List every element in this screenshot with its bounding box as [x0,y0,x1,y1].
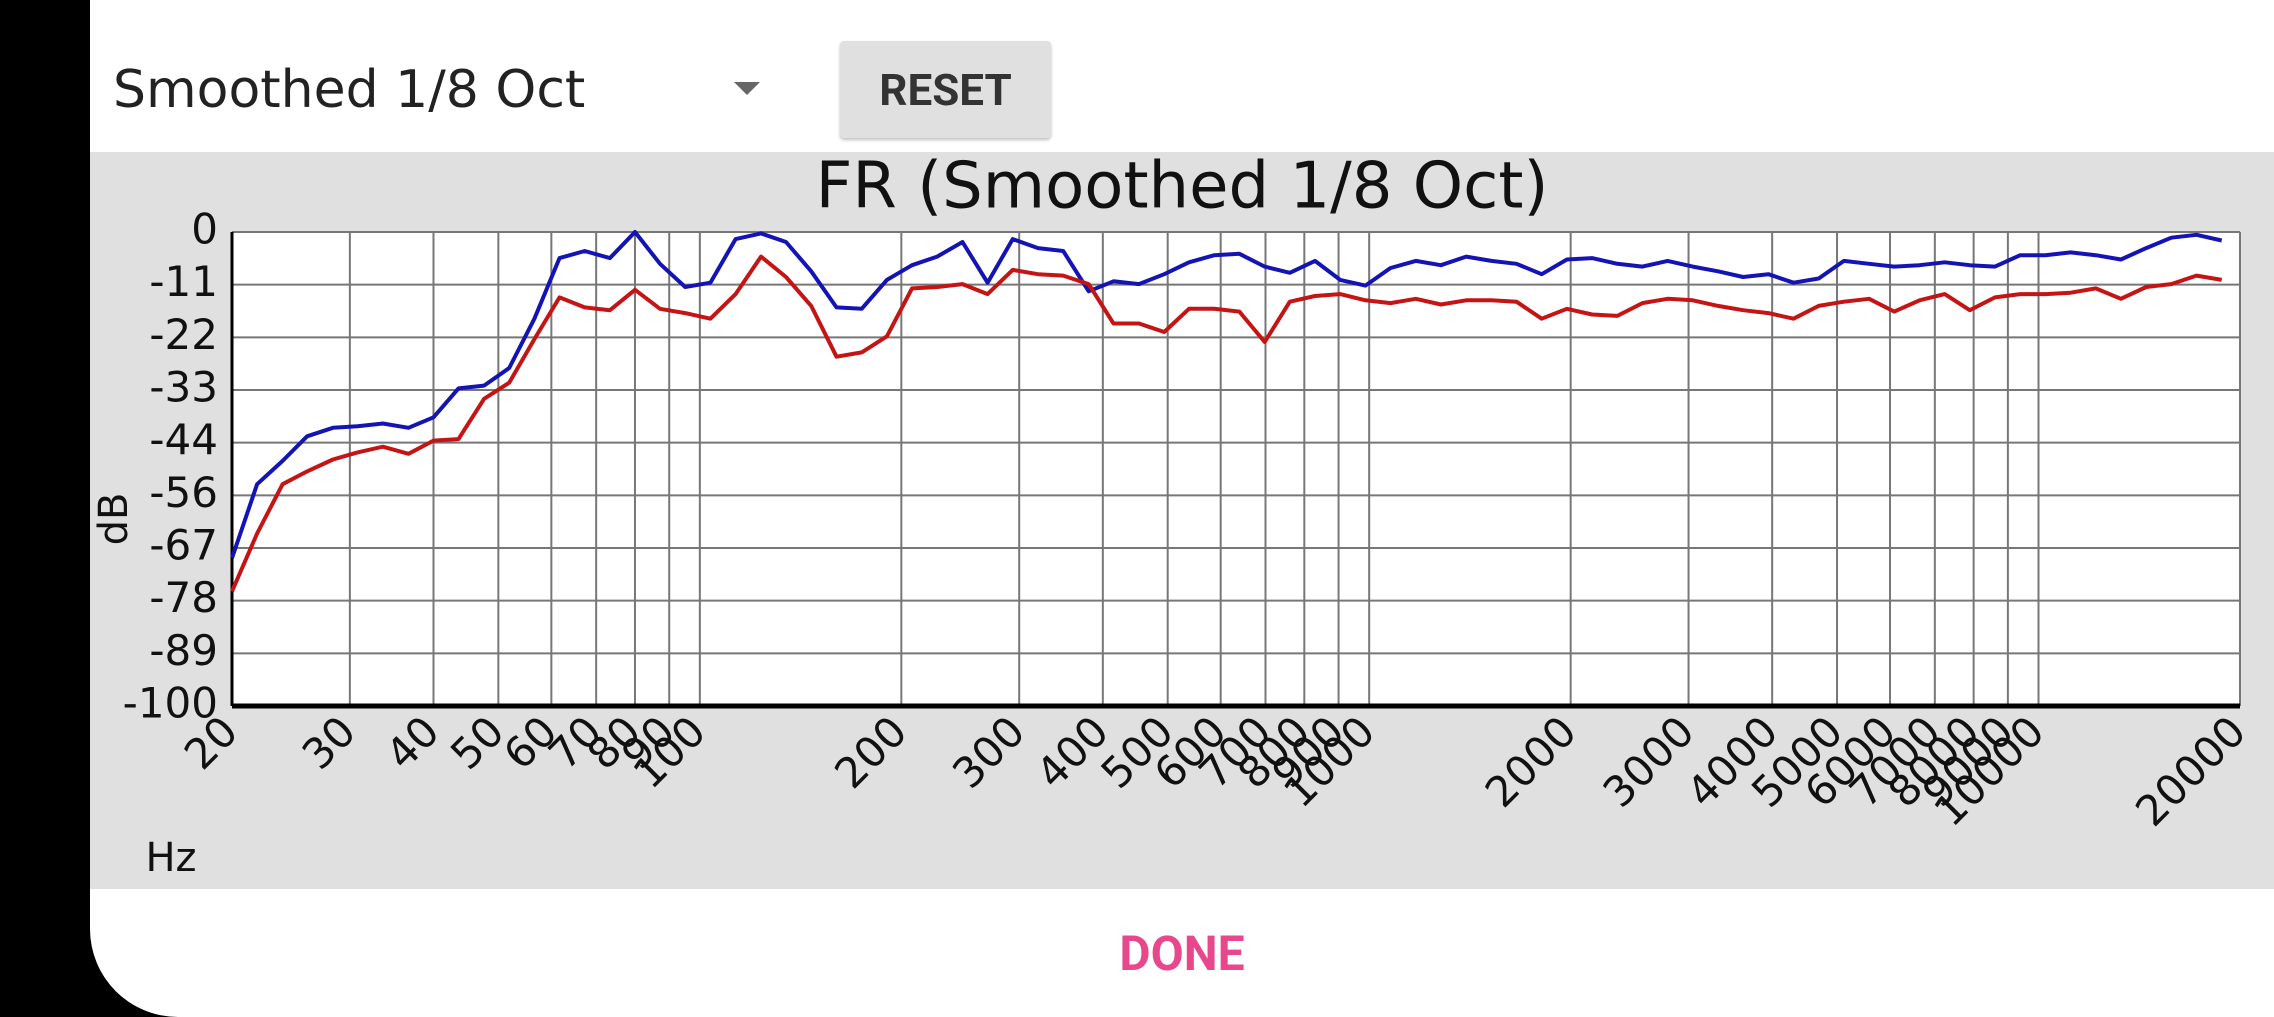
y-tick-label: 0 [191,205,218,254]
reset-button[interactable]: RESET [840,41,1051,138]
y-tick-label: -33 [149,362,218,411]
x-tick-label: 200 [825,707,916,798]
dropdown-arrow[interactable] [734,82,760,95]
x-tick-label: 2000 [1476,707,1586,817]
y-tick-label: -22 [149,310,218,359]
x-tick-label: 3000 [1594,707,1704,817]
x-tick-label: 20000 [2126,707,2255,836]
dialog: Smoothed 1/8 Oct RESET FR (Smoothed 1/8 … [90,0,2274,1017]
y-axis-label: dB [91,493,137,546]
chart-title: FR (Smoothed 1/8 Oct) [816,152,1549,224]
y-tick-label: -44 [149,415,218,464]
smoothing-dropdown[interactable]: Smoothed 1/8 Oct [113,60,586,120]
y-tick-label: -89 [149,626,218,675]
x-tick-label: 40 [376,707,448,779]
series-line [230,254,2223,593]
chart: FR (Smoothed 1/8 Oct) Hz dB 0-11-22-33-4… [91,150,2255,881]
done-button[interactable]: DONE [1119,925,1245,982]
x-tick-label: 300 [943,707,1034,798]
x-axis-label: Hz [145,835,196,881]
y-tick-label: -100 [123,679,218,728]
series-line [230,230,2223,559]
y-tick-label: -78 [149,573,218,622]
y-tick-label: -56 [149,468,218,517]
y-tick-label: -67 [149,521,218,570]
x-tick-label: 30 [293,707,365,779]
y-tick-label: -11 [149,257,218,306]
plot-background [232,232,2240,706]
chart-panel: FR (Smoothed 1/8 Oct) Hz dB 0 -11 -22 -33 -4… [90,150,2274,889]
